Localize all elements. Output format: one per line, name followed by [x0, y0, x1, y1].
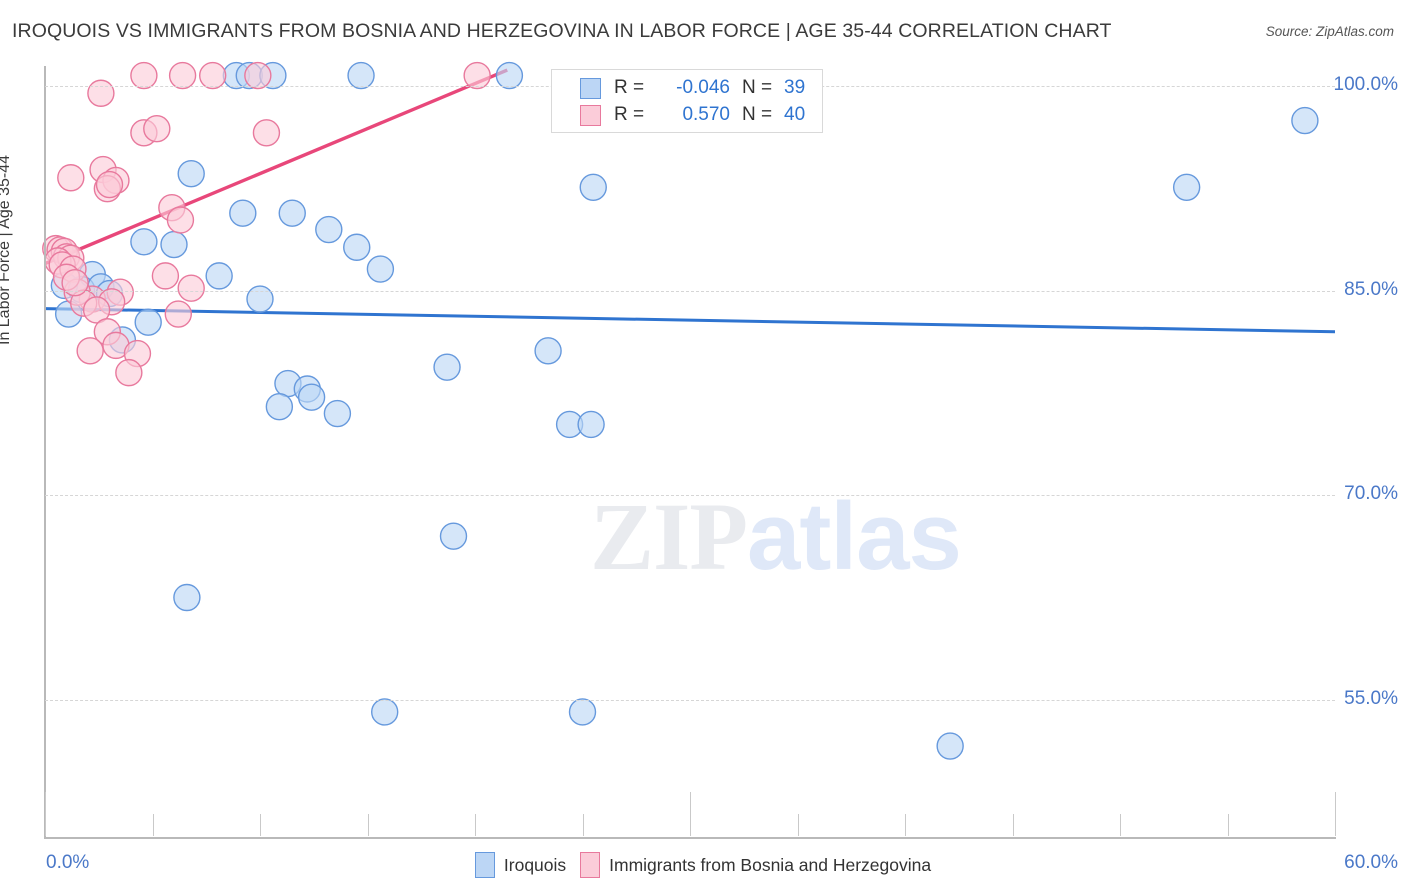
data-point[interactable]: [76, 337, 104, 365]
stats-row-iroquois: R = -0.046 N = 39: [552, 74, 822, 101]
legend-swatch-iroquois: [474, 852, 495, 878]
stats-row-immigrants: R = 0.570 N = 40: [552, 101, 822, 128]
y-axis-tick-label: 70.0%: [1344, 483, 1398, 505]
x-axis-tick: [367, 814, 369, 836]
stats-r-value-immigrants: 0.570: [682, 104, 730, 125]
y-axis-tick-label: 85.0%: [1344, 278, 1398, 300]
x-axis-max-label: 60.0%: [1344, 852, 1398, 873]
data-point[interactable]: [265, 393, 294, 421]
legend-item-iroquois[interactable]: Iroquois: [474, 852, 567, 878]
x-axis-tick: [1120, 814, 1121, 836]
y-axis-title: In Labor Force | Age 35-44: [0, 154, 13, 345]
data-point[interactable]: [371, 698, 399, 726]
x-axis-tick: [260, 814, 261, 836]
data-point[interactable]: [1172, 173, 1201, 201]
stats-n-label-iroquois: N =: [742, 77, 773, 98]
x-axis-tick: [475, 814, 476, 836]
x-axis-tick: [1012, 814, 1014, 836]
data-point[interactable]: [177, 159, 205, 188]
x-axis-tick: [1227, 814, 1229, 836]
data-point[interactable]: [278, 199, 306, 227]
data-point[interactable]: [577, 410, 605, 439]
data-point[interactable]: [229, 199, 257, 227]
trendline-iroquois: [44, 307, 1336, 334]
data-point[interactable]: [568, 698, 597, 726]
data-point[interactable]: [130, 228, 158, 256]
data-point[interactable]: [151, 262, 180, 290]
data-point[interactable]: [246, 285, 274, 313]
x-axis-min-label: 0.0%: [46, 852, 90, 873]
data-point[interactable]: [297, 383, 326, 411]
y-axis-tick-label: 100.0%: [1333, 74, 1398, 96]
legend-label-immigrants: Immigrants from Bosnia and Herzegovina: [609, 854, 932, 875]
data-point[interactable]: [164, 300, 193, 328]
stats-swatch-iroquois: [580, 78, 601, 99]
data-point[interactable]: [463, 61, 491, 90]
x-axis-line: [44, 837, 1336, 839]
data-point[interactable]: [433, 353, 461, 381]
plot-area: ZIPatlas: [42, 61, 1336, 836]
stats-r-label-iroquois: R =: [614, 77, 645, 98]
stats-n-label-immigrants: N =: [742, 104, 773, 125]
x-axis-tick: [905, 814, 906, 836]
correlation-stats-box: R = -0.046 N = 39 R = 0.570 N = 40: [551, 69, 823, 133]
legend-item-immigrants[interactable]: Immigrants from Bosnia and Herzegovina: [580, 852, 931, 878]
data-point[interactable]: [177, 274, 205, 302]
data-point[interactable]: [244, 61, 272, 90]
x-axis-tick: [152, 814, 154, 836]
data-point[interactable]: [315, 215, 343, 244]
data-point[interactable]: [143, 114, 171, 143]
stats-n-value-iroquois: 39: [784, 77, 806, 98]
data-point[interactable]: [95, 170, 124, 199]
data-point[interactable]: [198, 61, 227, 90]
x-axis-tick: [1335, 792, 1336, 836]
plot-background: [45, 66, 1335, 836]
data-point[interactable]: [173, 583, 201, 612]
data-point[interactable]: [252, 119, 281, 147]
x-axis-tick: [582, 814, 584, 836]
trendline-immigrants: [44, 68, 508, 266]
y-axis-tick-label: 55.0%: [1344, 687, 1398, 709]
gridline: [45, 699, 1335, 701]
data-point[interactable]: [366, 255, 395, 283]
data-point[interactable]: [205, 262, 233, 290]
x-axis-tick: [690, 792, 691, 836]
data-point[interactable]: [343, 233, 371, 261]
data-point[interactable]: [323, 399, 352, 428]
gridline: [45, 495, 1335, 497]
data-layer: [42, 61, 1336, 760]
data-point[interactable]: [166, 206, 195, 234]
stats-r-value-iroquois: -0.046: [676, 77, 730, 98]
data-point[interactable]: [579, 173, 607, 201]
stats-r-label-immigrants: R =: [614, 104, 645, 125]
data-point[interactable]: [936, 732, 964, 760]
data-point[interactable]: [130, 61, 158, 90]
legend-swatch-immigrants: [580, 852, 601, 878]
source-attribution: Source: ZipAtlas.com: [1265, 24, 1394, 39]
y-axis-line: [44, 66, 46, 838]
data-point[interactable]: [439, 522, 468, 550]
data-point[interactable]: [57, 164, 85, 192]
data-point[interactable]: [87, 79, 115, 107]
series-legend: Iroquois Immigrants from Bosnia and Herz…: [0, 848, 1406, 882]
data-point[interactable]: [61, 268, 89, 297]
data-point[interactable]: [347, 61, 375, 90]
stats-swatch-immigrants: [580, 105, 601, 126]
data-point[interactable]: [115, 358, 143, 387]
stats-n-value-immigrants: 40: [784, 104, 806, 125]
gridline: [45, 290, 1335, 292]
data-point[interactable]: [168, 61, 197, 90]
data-point[interactable]: [495, 61, 524, 90]
data-point[interactable]: [534, 337, 562, 365]
data-point[interactable]: [82, 296, 111, 324]
x-axis-tick: [45, 792, 46, 836]
data-point[interactable]: [160, 230, 188, 259]
x-axis-tick: [797, 814, 799, 836]
data-point[interactable]: [1291, 106, 1319, 135]
data-point[interactable]: [134, 308, 162, 336]
page-title: IROQUOIS VS IMMIGRANTS FROM BOSNIA AND H…: [12, 20, 1112, 42]
chart-header: IROQUOIS VS IMMIGRANTS FROM BOSNIA AND H…: [0, 0, 1406, 52]
legend-label-iroquois: Iroquois: [503, 854, 567, 875]
